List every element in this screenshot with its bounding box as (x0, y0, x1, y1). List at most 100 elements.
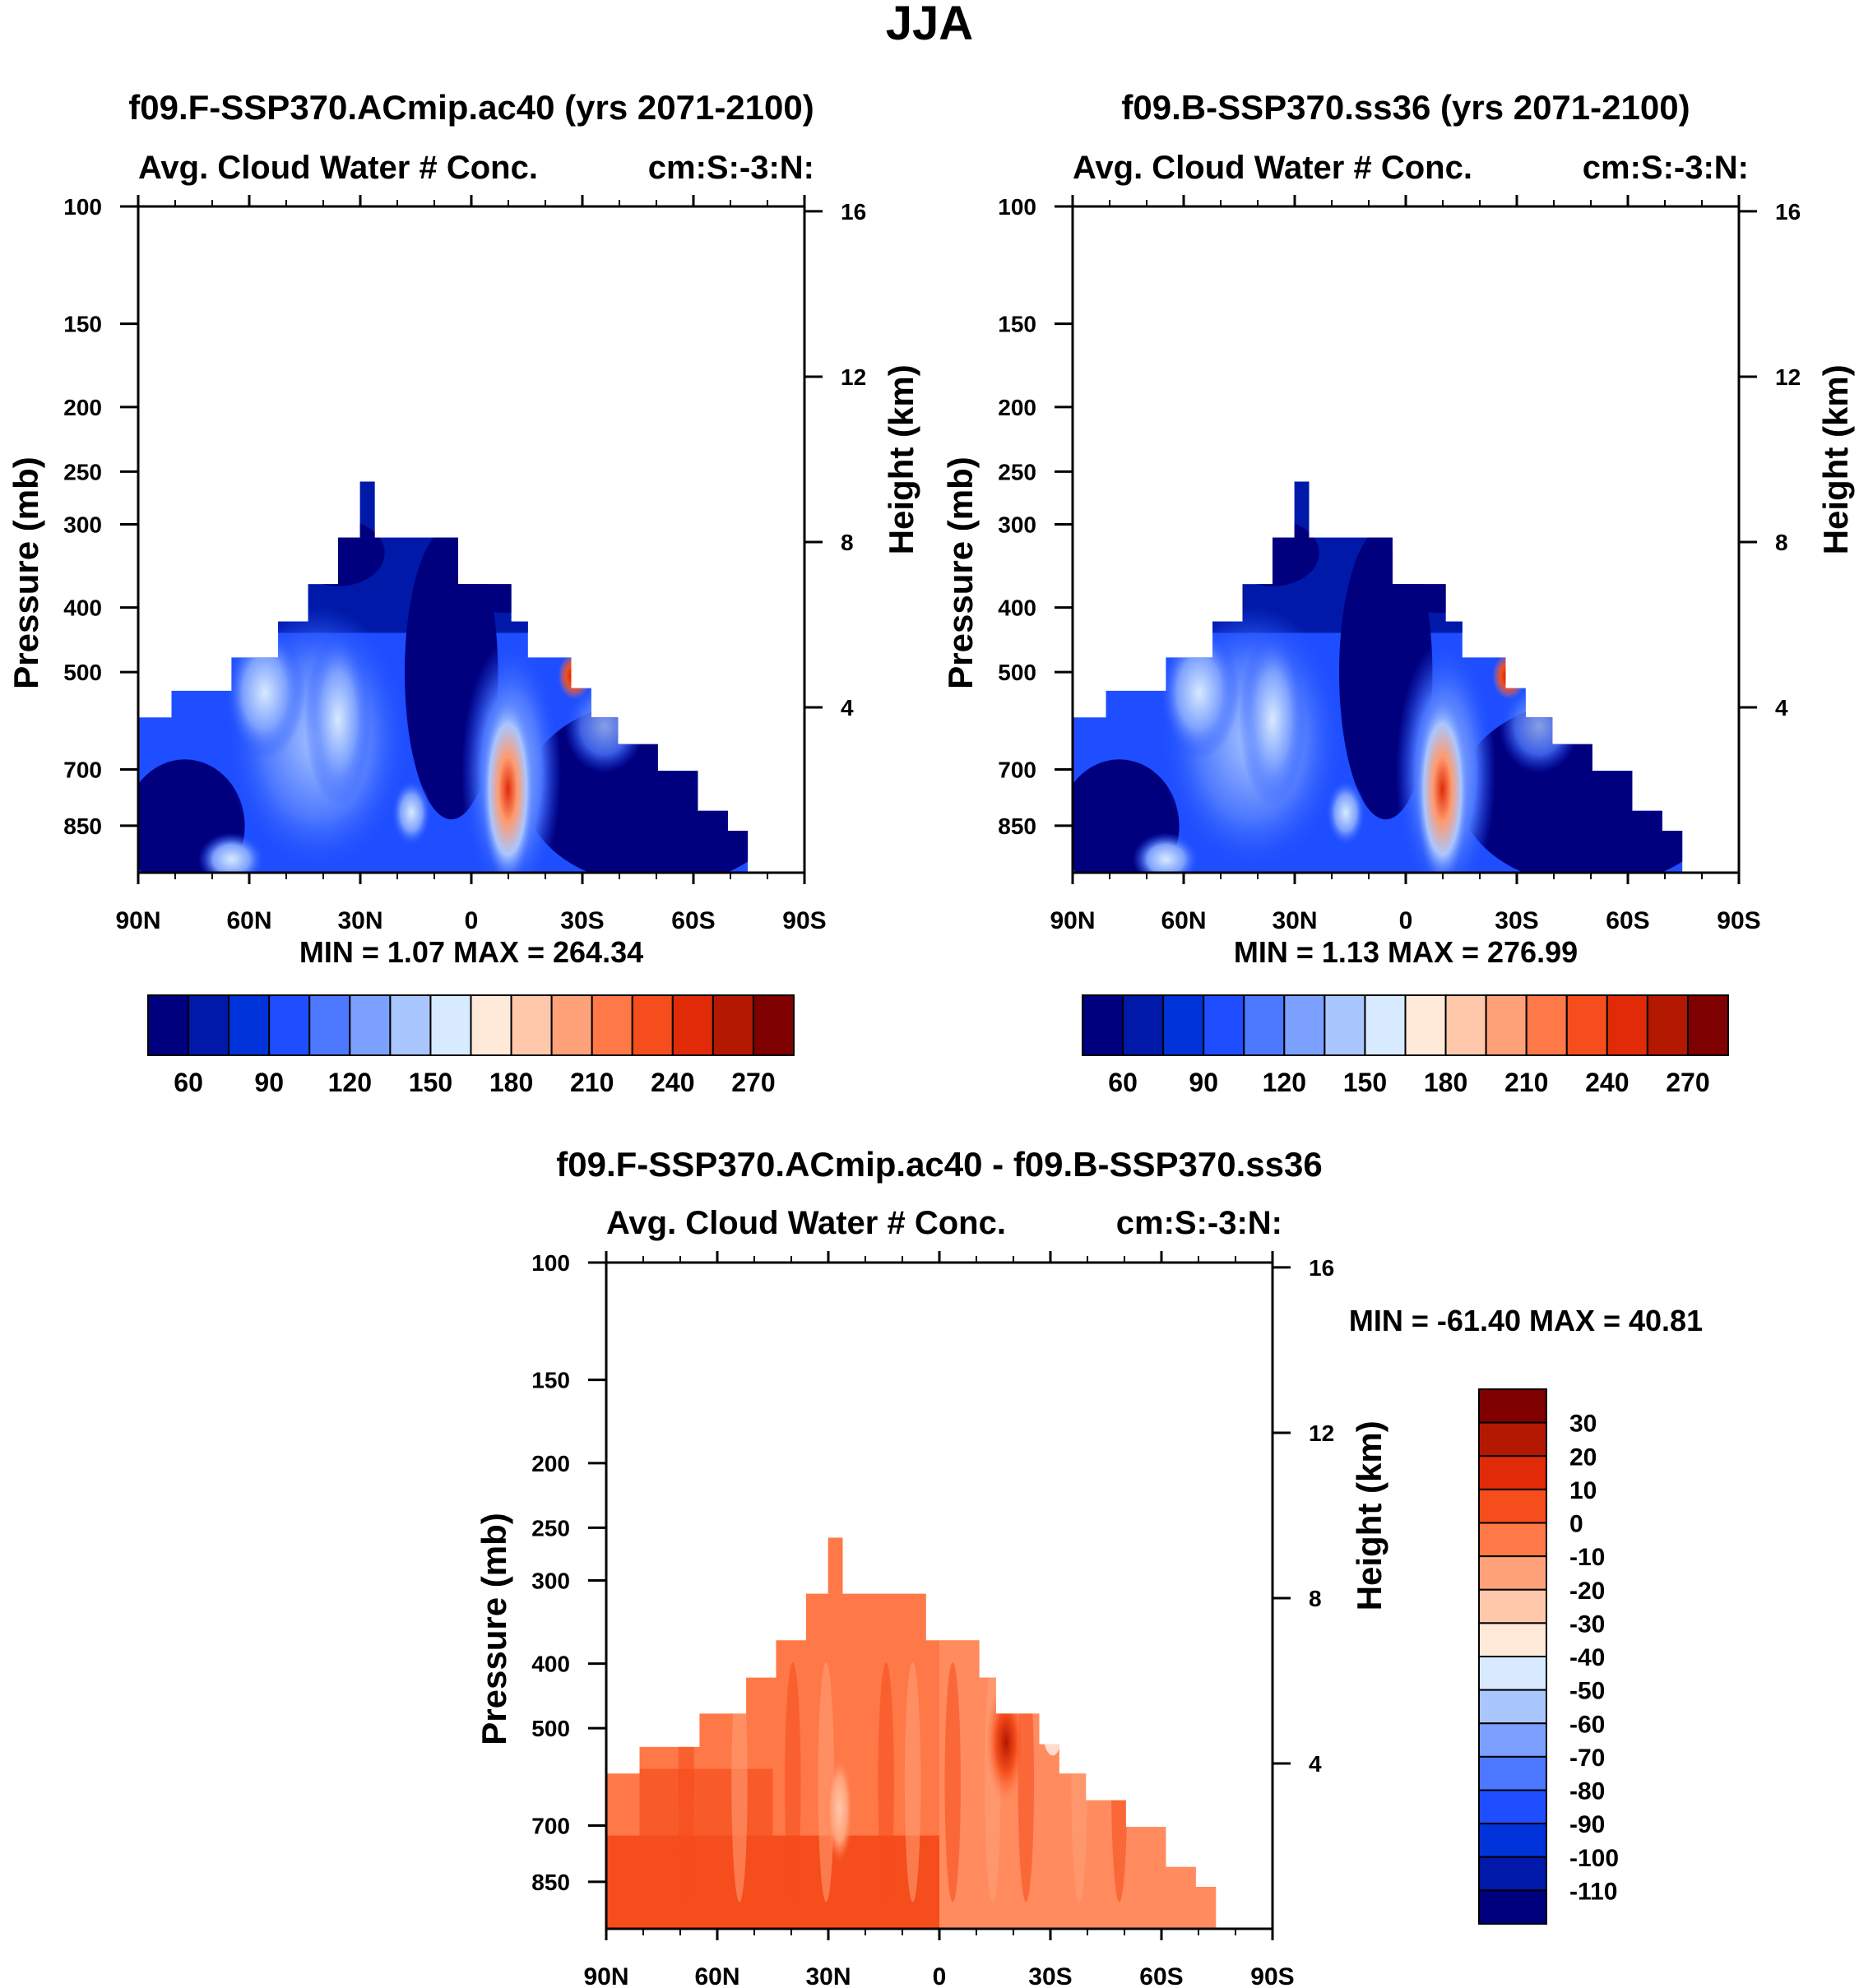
panel-title: f09.F-SSP370.ACmip.ac40 - f09.B-SSP370.s… (556, 1145, 1322, 1184)
lat-tick-label: 90N (583, 1963, 628, 1988)
units-string: cm:S:-3:N: (648, 150, 814, 186)
panel-ac40: f09.F-SSP370.ACmip.ac40 (yrs 2071-2100) A… (7, 88, 920, 1097)
colorbar-box (1606, 994, 1648, 1056)
colorbar-box (1478, 1588, 1547, 1624)
field-nh-light3 (391, 779, 432, 846)
field-hotspot (1416, 696, 1469, 873)
lat-tick-label: 0 (933, 1963, 947, 1988)
colorbar-label: 180 (1424, 1068, 1467, 1097)
colorbar-label: -30 (1569, 1610, 1605, 1638)
pressure-tick-label: 200 (531, 1451, 570, 1476)
field-streak (785, 1662, 801, 1902)
colorbar-box (1203, 994, 1245, 1056)
pressure-tick-label: 100 (531, 1250, 570, 1276)
colorbar-box (1122, 994, 1165, 1056)
colorbar-box (752, 994, 795, 1056)
colorbar-label: 210 (570, 1068, 614, 1097)
height-tick-label: 12 (841, 364, 866, 390)
colorbar-label: -110 (1569, 1878, 1617, 1905)
pressure-tick-label: 850 (63, 813, 102, 839)
lat-tick-label: 60S (671, 907, 715, 934)
panel-ss36: f09.B-SSP370.ss36 (yrs 2071-2100) Avg. Cl… (941, 88, 1855, 1097)
colorbar-label: -60 (1569, 1711, 1605, 1738)
colorbar-box (510, 994, 553, 1056)
pressure-tick-label: 500 (998, 660, 1036, 685)
colorbar-label: -50 (1569, 1678, 1605, 1705)
units-string: cm:S:-3:N: (1116, 1205, 1282, 1241)
height-tick-label: 8 (1309, 1586, 1322, 1611)
colorbar-box (1364, 994, 1407, 1056)
field-streak (904, 1662, 921, 1902)
lat-tick-label: 60N (1161, 907, 1206, 934)
pressure-tick-label: 150 (998, 312, 1036, 337)
field-nh-band (639, 1768, 773, 1849)
colorbar-label: 210 (1504, 1068, 1548, 1097)
pressure-tick-label: 250 (531, 1515, 570, 1541)
pressure-tick-label: 200 (998, 395, 1036, 420)
height-tick-label: 8 (1775, 530, 1788, 555)
y-axis-right-label: Height (km) (1350, 1420, 1388, 1610)
lat-tick-label: 30N (805, 1963, 851, 1988)
colorbar-box (188, 994, 230, 1056)
data-field (138, 481, 749, 873)
pressure-tick-label: 250 (63, 459, 102, 484)
lat-tick-label: 60S (1139, 1963, 1183, 1988)
colorbar-box (1478, 1388, 1547, 1424)
field-nh-light2 (1159, 626, 1240, 760)
colorbar-box (1444, 994, 1487, 1056)
colorbar-label: 10 (1569, 1477, 1597, 1504)
field-upper-dark (1379, 532, 1500, 614)
colorbar-box (1283, 994, 1326, 1056)
lat-tick-label: 90S (1717, 907, 1760, 934)
lat-tick-label: 90N (115, 907, 160, 934)
colorbar-box (1404, 994, 1447, 1056)
colorbar-label: -80 (1569, 1778, 1605, 1805)
colorbar-box (1478, 1656, 1547, 1691)
left-string: Avg. Cloud Water # Conc. (1073, 150, 1472, 186)
colorbar-box (429, 994, 472, 1056)
height-tick-label: 8 (841, 530, 854, 555)
colorbar-label: 240 (651, 1068, 694, 1097)
colorbar-box (712, 994, 754, 1056)
pressure-tick-label: 400 (63, 595, 102, 621)
height-tick-label: 4 (1309, 1751, 1322, 1777)
colorbar-box (1478, 1689, 1547, 1725)
colorbar-box (1243, 994, 1286, 1056)
pressure-tick-label: 500 (531, 1716, 570, 1741)
field-nh-light (1239, 633, 1306, 806)
field-nh-light4 (197, 832, 265, 873)
y-axis-left-label: Pressure (mb) (941, 456, 980, 688)
lat-tick-label: 90S (782, 907, 826, 934)
colorbar-label: -100 (1569, 1845, 1619, 1872)
pressure-tick-label: 100 (998, 194, 1036, 220)
colorbar-label: 150 (1343, 1068, 1387, 1097)
colorbar-box (1525, 994, 1568, 1056)
colorbar-label: 240 (1585, 1068, 1629, 1097)
colorbar: 30 20 10 0 -10 -20 -30 -40 -50 -60 -70 -80 -90 -100 -1… (1478, 1388, 1619, 1925)
colorbar-label: 90 (1189, 1068, 1218, 1097)
colorbar-label: 120 (1263, 1068, 1306, 1097)
y-axis-left-label: Pressure (mb) (7, 456, 45, 688)
pressure-tick-label: 150 (63, 312, 102, 337)
colorbar-box (1646, 994, 1689, 1056)
field-upper-dark2 (1226, 519, 1319, 586)
field-streak (878, 1662, 894, 1902)
pressure-tick-label: 300 (63, 512, 102, 537)
colorbar-box (1478, 1622, 1547, 1657)
colorbar-label: -40 (1569, 1644, 1605, 1671)
colorbar-box (1485, 994, 1528, 1056)
colorbar-box (1686, 994, 1729, 1056)
units-string: cm:S:-3:N: (1583, 150, 1749, 186)
colorbar-box (1565, 994, 1608, 1056)
field-nh-light4 (1132, 832, 1199, 873)
colorbar-label: 30 (1569, 1411, 1597, 1438)
colorbar-box (389, 994, 432, 1056)
lat-tick-label: 90S (1250, 1963, 1294, 1988)
field-streak (1071, 1662, 1087, 1902)
colorbar-label: 180 (489, 1068, 533, 1097)
colorbar-box (1082, 994, 1124, 1056)
y-axis-right-label: Height (km) (1816, 364, 1855, 554)
colorbar-box (1162, 994, 1205, 1056)
height-tick-label: 16 (1775, 199, 1801, 225)
